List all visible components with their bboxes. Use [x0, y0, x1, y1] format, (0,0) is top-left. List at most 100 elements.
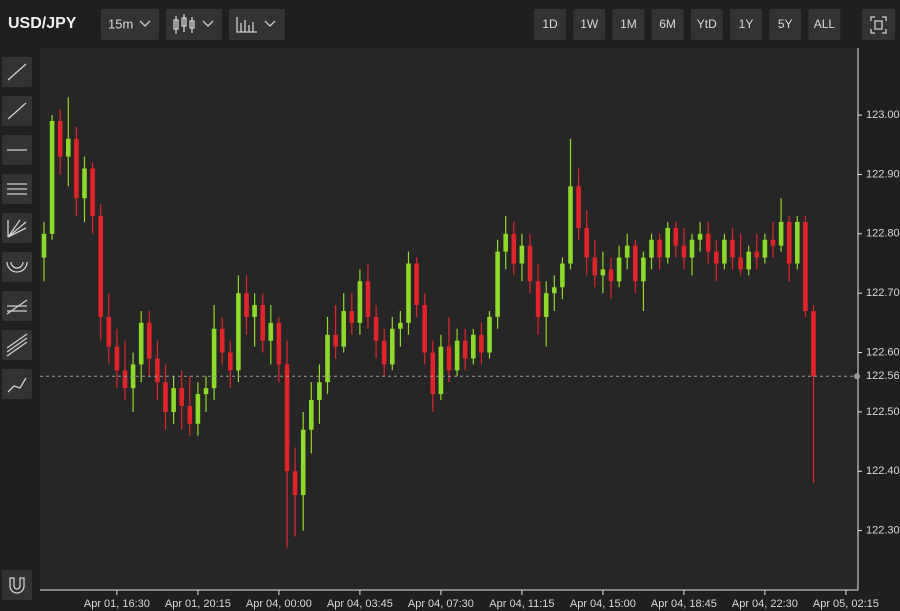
candle-body	[333, 334, 338, 347]
fullscreen[interactable]	[862, 9, 895, 40]
candle-body	[414, 263, 419, 306]
x-tick-label: Apr 04, 11:15	[489, 598, 554, 610]
tool-magnet[interactable]	[2, 570, 32, 600]
range-button[interactable]	[690, 9, 723, 40]
candle-body	[390, 328, 395, 365]
candle-body	[268, 322, 274, 341]
fullscreen-button[interactable]	[862, 9, 895, 40]
range-button[interactable]	[534, 9, 566, 40]
interval-button[interactable]	[101, 9, 159, 40]
candle-body	[187, 405, 193, 424]
candle-body	[349, 310, 355, 323]
chart-type-menu[interactable]	[166, 9, 222, 40]
candle-body	[649, 239, 654, 258]
candle-body	[438, 346, 444, 395]
candle-body	[511, 233, 517, 264]
chevron	[139, 20, 151, 27]
candle-body	[681, 245, 687, 258]
candle-body	[552, 287, 557, 294]
candle-body	[41, 233, 47, 258]
range-button[interactable]	[730, 9, 762, 40]
x-tick-label: Apr 04, 18:45	[651, 598, 717, 610]
candle-body	[495, 251, 500, 317]
candle-body	[211, 328, 217, 389]
candle-body	[325, 334, 330, 383]
candle-body	[811, 310, 816, 377]
tool-icon	[7, 63, 27, 81]
x-tick-label: Apr 05, 02:15	[813, 598, 879, 610]
candle-body	[462, 340, 468, 359]
candle-icon	[173, 14, 195, 34]
range-button[interactable]	[651, 9, 684, 40]
candle-body	[130, 364, 136, 389]
tool-icon	[7, 102, 27, 120]
range-button[interactable]	[612, 9, 645, 40]
tool-icon	[6, 261, 28, 273]
range-button[interactable]	[808, 9, 841, 40]
candle-body	[138, 322, 144, 365]
tool-icon	[6, 299, 28, 315]
candle-body	[527, 245, 533, 282]
candle-body	[479, 334, 484, 353]
range-label: 5Y	[778, 17, 793, 31]
candle-body	[171, 388, 176, 412]
y-tick-label: 122.80	[866, 228, 900, 240]
candle-body	[276, 322, 282, 365]
indicator-menu[interactable]	[229, 9, 285, 40]
candle-body	[657, 239, 662, 258]
tool-icon	[7, 183, 27, 195]
last-price-label: 122.56	[866, 370, 900, 382]
candle-body	[406, 263, 411, 323]
x-tick-label: Apr 01, 16:30	[84, 598, 150, 610]
candle-body	[576, 186, 581, 228]
candle-body	[705, 233, 711, 252]
symbol: USD/JPY	[8, 15, 77, 32]
candle-body	[260, 305, 265, 341]
y-tick-label: 123.00	[866, 109, 900, 121]
candle-body	[722, 239, 727, 264]
candle-body	[430, 352, 436, 395]
range-button[interactable]	[573, 9, 606, 40]
interval-menu[interactable]: 15m	[101, 9, 159, 40]
tool-fan[interactable]	[2, 213, 32, 243]
range-button[interactable]	[769, 9, 802, 40]
candle-body	[57, 121, 63, 157]
candle-body	[560, 263, 565, 288]
candle-body	[300, 429, 306, 496]
y-tick-label: 122.30	[866, 525, 900, 537]
interval-label: 15m	[108, 16, 133, 31]
x-tick-label: Apr 04, 03:45	[327, 598, 393, 610]
candle-body	[543, 293, 549, 317]
range-label: 1Y	[739, 17, 754, 31]
candle-body	[454, 340, 460, 371]
x-tick-label: Apr 04, 15:00	[570, 598, 636, 610]
y-tick-label: 122.60	[866, 346, 900, 358]
candle-body	[228, 352, 233, 371]
candle-body	[422, 305, 427, 353]
candle-body	[49, 121, 55, 234]
candle-body	[803, 221, 808, 311]
candle-body	[244, 293, 249, 317]
y-tick-label: 122.50	[866, 406, 900, 418]
tool-icon	[7, 219, 27, 238]
candle-body	[487, 316, 492, 353]
candle-body	[357, 281, 363, 323]
candle-body	[147, 322, 152, 359]
tool-arc[interactable]	[2, 252, 32, 282]
x-tick-label: Apr 04, 07:30	[408, 598, 474, 610]
candle-body	[535, 281, 541, 317]
candle-body	[624, 245, 630, 258]
candle-body	[114, 346, 120, 371]
candle-body	[770, 239, 776, 246]
candle-body	[641, 257, 646, 282]
candle-body	[82, 168, 87, 199]
tool-path[interactable]	[2, 369, 32, 399]
candle-body	[252, 305, 257, 317]
candle-body	[381, 340, 387, 365]
y-tick-label: 122.40	[866, 465, 900, 477]
candle-body	[106, 316, 112, 347]
candle-body	[584, 227, 589, 258]
candle-body	[633, 245, 638, 282]
candle-body	[673, 227, 679, 246]
